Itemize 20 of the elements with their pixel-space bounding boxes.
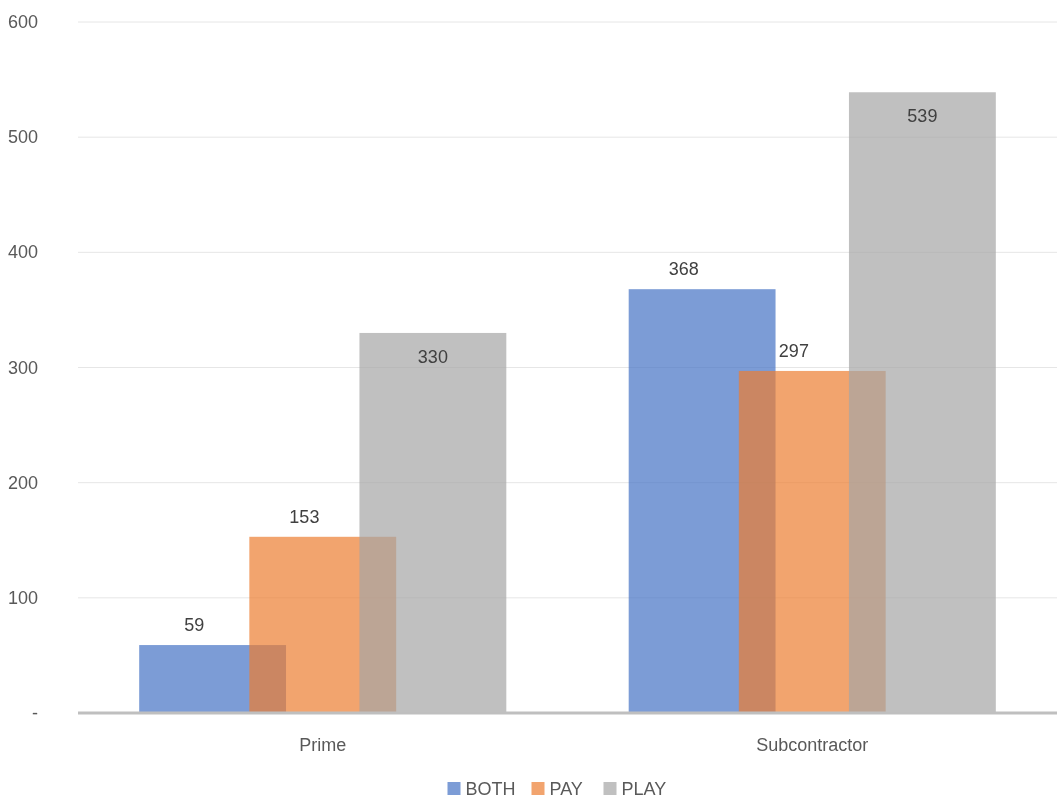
legend-label: PAY bbox=[549, 779, 583, 799]
y-tick-label: 500 bbox=[7, 127, 38, 148]
x-tick-label: Subcontractor bbox=[756, 735, 869, 755]
data-label: 539 bbox=[907, 106, 938, 127]
data-label: 153 bbox=[289, 506, 320, 527]
bar bbox=[848, 92, 996, 713]
y-tick-label: 100 bbox=[7, 587, 38, 608]
y-tick-label: - bbox=[32, 703, 38, 723]
y-tick-label: 300 bbox=[7, 357, 38, 378]
x-tick-label: Prime bbox=[299, 735, 347, 755]
data-label: 59 bbox=[184, 615, 205, 636]
y-tick-label: 200 bbox=[7, 472, 38, 493]
bar bbox=[359, 332, 507, 713]
data-label: 330 bbox=[417, 346, 448, 367]
legend-label: BOTH bbox=[465, 779, 516, 799]
legend-label: PLAY bbox=[621, 779, 667, 799]
y-tick-label: 400 bbox=[7, 242, 38, 263]
y-tick-label: 600 bbox=[7, 12, 38, 32]
data-label: 297 bbox=[778, 340, 809, 361]
data-label: 368 bbox=[668, 259, 699, 280]
